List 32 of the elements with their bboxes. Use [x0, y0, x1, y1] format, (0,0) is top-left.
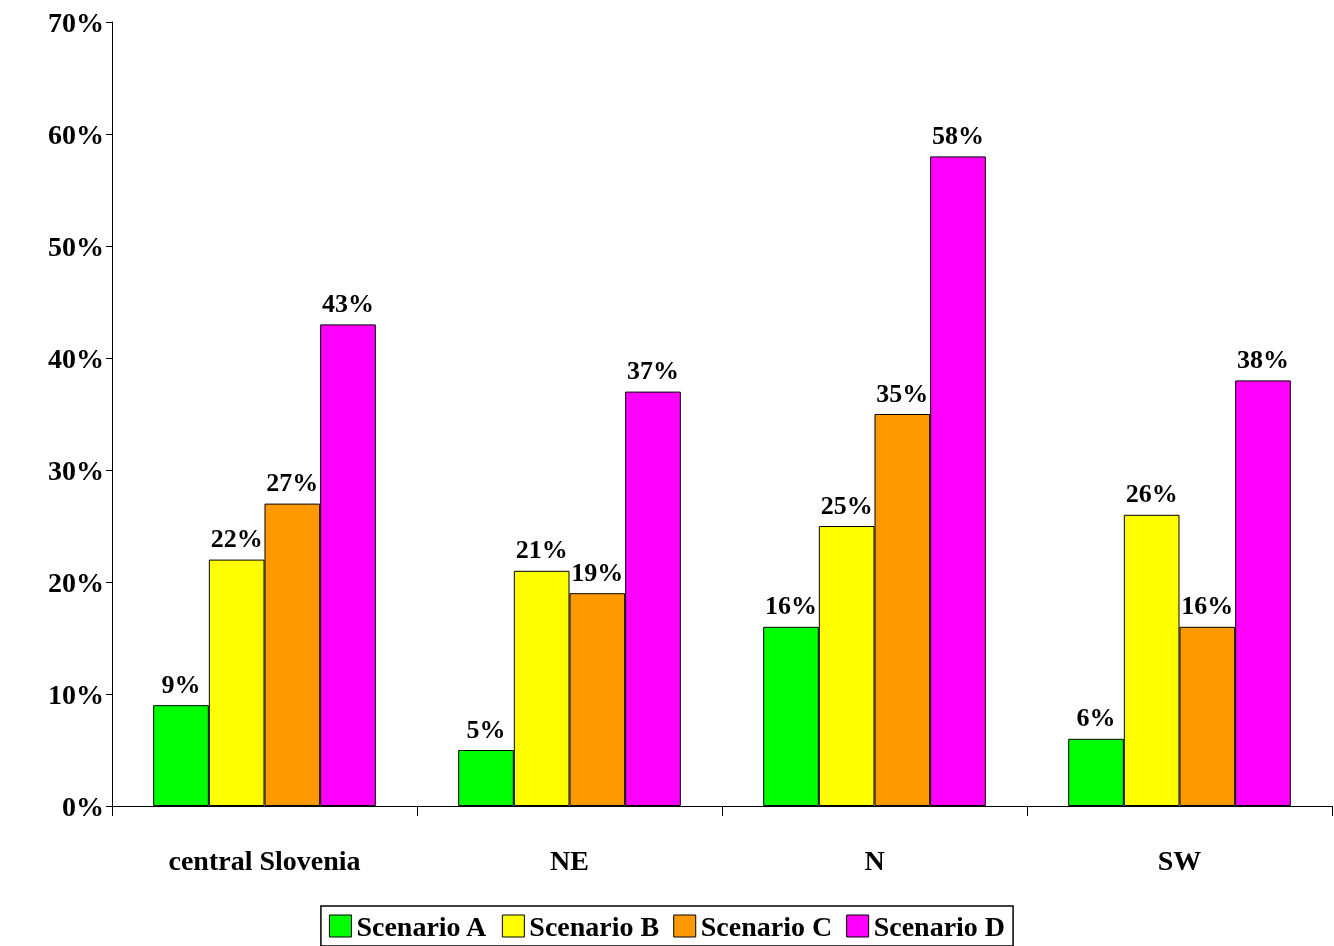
data-label: 21% — [515, 535, 568, 565]
data-label: 26% — [1125, 479, 1178, 509]
y-tick-label: 70% — [48, 6, 104, 38]
data-label: 16% — [765, 591, 818, 621]
legend-label: Scenario A — [356, 910, 488, 942]
y-tick-label: 50% — [48, 230, 104, 262]
x-tick-label: NE — [550, 844, 589, 876]
data-label: 9% — [161, 669, 201, 699]
data-label: 35% — [876, 378, 929, 408]
data-label: 16% — [1181, 591, 1234, 621]
legend-label: Scenario B — [529, 910, 660, 942]
data-label: 37% — [626, 356, 679, 386]
data-label: 58% — [931, 120, 984, 150]
data-label: 19% — [571, 557, 624, 587]
y-tick-label: 0% — [62, 790, 104, 822]
data-label: 22% — [210, 524, 263, 554]
data-label: 25% — [820, 490, 873, 520]
legend-label: Scenario C — [700, 910, 833, 942]
x-tick-label: central Slovenia — [168, 844, 361, 876]
data-label: 5% — [466, 714, 506, 744]
x-tick-label: SW — [1157, 844, 1202, 876]
y-tick-label: 40% — [48, 342, 104, 374]
y-tick-label: 10% — [48, 678, 104, 710]
data-label: 27% — [266, 468, 319, 498]
y-tick-label: 20% — [48, 566, 104, 598]
x-tick-label: N — [864, 844, 885, 876]
legend-label: Scenario D — [873, 910, 1006, 942]
data-label: 38% — [1236, 344, 1289, 374]
y-tick-label: 30% — [48, 454, 104, 486]
data-label: 6% — [1076, 703, 1116, 733]
y-tick-label: 60% — [48, 118, 104, 150]
data-label: 43% — [321, 288, 374, 318]
